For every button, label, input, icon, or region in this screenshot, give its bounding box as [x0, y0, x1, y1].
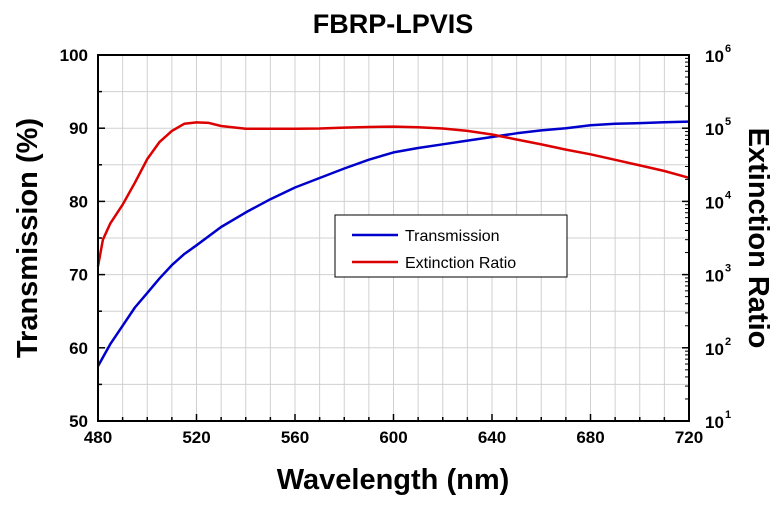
y-tick-label: 90: [69, 119, 88, 138]
x-tick-label: 520: [182, 428, 210, 447]
y-tick-label: 60: [69, 339, 88, 358]
series-layer: [96, 120, 690, 367]
legend-box: [334, 214, 568, 278]
y2-tick-label-base: 10: [705, 193, 724, 212]
series-line-transmission: [96, 120, 690, 367]
legend-label: Extinction Ratio: [405, 255, 516, 272]
x-axis-title: Wavelength (nm): [277, 464, 510, 496]
series-line-extinction-ratio: [96, 121, 690, 267]
y-tick-label: 80: [69, 192, 88, 211]
y-tick-label: 50: [69, 412, 88, 431]
chart-title: FBRP-LPVIS: [313, 9, 474, 39]
y2-tick-label-base: 10: [705, 267, 724, 286]
y-tick-label: 70: [69, 266, 88, 285]
y2-tick-label-exponent: 2: [725, 336, 731, 348]
legend: Transmission Extinction Ratio: [334, 214, 568, 278]
x-tick-label: 480: [84, 428, 112, 447]
y-tick-label: 100: [60, 46, 88, 65]
legend-label: Transmission: [405, 228, 500, 245]
x-tick-label: 720: [675, 428, 703, 447]
y2-tick-label-exponent: 3: [725, 263, 731, 275]
y2-tick-label-exponent: 1: [725, 409, 731, 421]
y2-tick-label-base: 10: [705, 340, 724, 359]
y-axis-title: Transmission (%): [12, 118, 44, 358]
y2-tick-label-exponent: 5: [725, 116, 731, 128]
y2-tick-label-base: 10: [705, 120, 724, 139]
y2-tick-label-exponent: 6: [725, 43, 731, 55]
y2-tick-label-base: 10: [705, 47, 724, 66]
y2-axis-title: Extinction Ratio: [742, 128, 774, 349]
y-tick-labels: 50 60 70 80 90 100: [60, 46, 88, 431]
y2-tick-label-base: 10: [705, 413, 724, 432]
x-tick-label: 680: [576, 428, 604, 447]
y2-tick-label-exponent: 4: [725, 189, 732, 201]
x-tick-label: 600: [379, 428, 407, 447]
x-tick-labels: 480 520 560 600 640 680 720: [84, 428, 703, 447]
x-tick-label: 640: [478, 428, 506, 447]
plot-frame: [97, 54, 690, 422]
x-tick-label: 560: [281, 428, 309, 447]
